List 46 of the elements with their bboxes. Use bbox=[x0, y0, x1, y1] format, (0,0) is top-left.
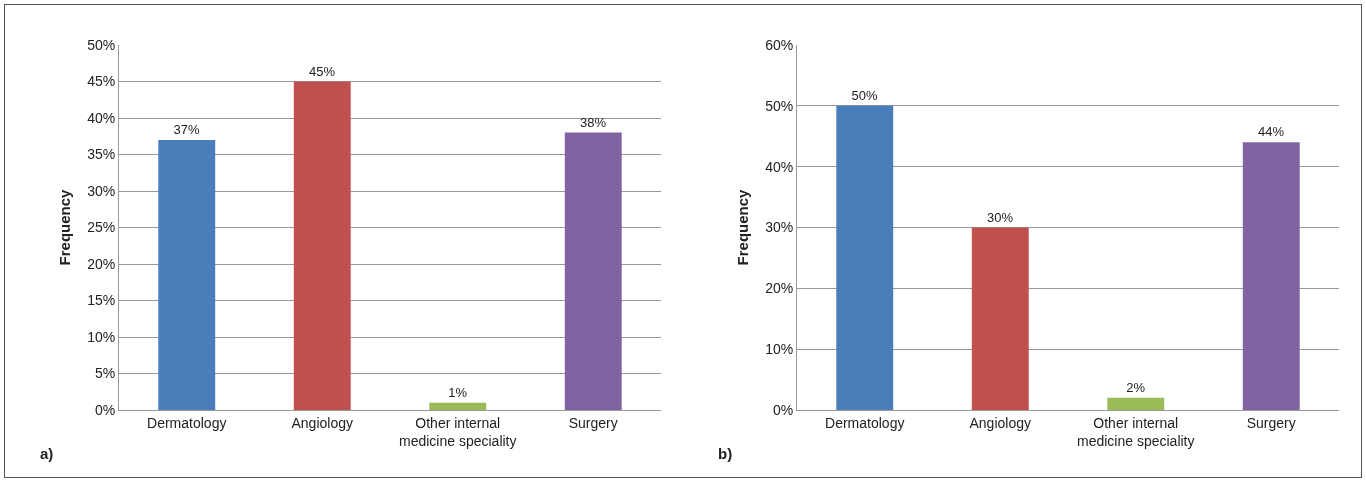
data-label: 44% bbox=[1258, 124, 1285, 140]
y-tick-label: 60% bbox=[765, 36, 794, 53]
data-label: 1% bbox=[448, 384, 468, 400]
text: a) bbox=[40, 445, 54, 462]
y-axis-title: Frequency bbox=[56, 188, 74, 266]
x-tick-label: Surgery bbox=[568, 414, 618, 431]
bar bbox=[564, 132, 622, 410]
bar bbox=[429, 402, 487, 410]
y-axis-title: Frequency bbox=[734, 188, 752, 266]
y-tick-label: 20% bbox=[765, 280, 794, 297]
y-tick-label: 35% bbox=[87, 146, 116, 163]
bar bbox=[836, 105, 894, 410]
bar bbox=[293, 81, 351, 410]
y-tick-label: 5% bbox=[94, 365, 116, 382]
y-tick-label: 40% bbox=[765, 158, 794, 175]
y-tick-label: 0% bbox=[772, 401, 794, 418]
y-tick-label: 20% bbox=[87, 255, 116, 272]
text: b) bbox=[718, 445, 733, 462]
x-tick-label: Dermatology bbox=[825, 414, 905, 431]
y-tick-label: 50% bbox=[765, 97, 794, 114]
x-tick-label: Surgery bbox=[1246, 414, 1296, 431]
y-tick-label: 45% bbox=[87, 73, 116, 90]
x-tick-label: Angiology bbox=[969, 414, 1031, 431]
x-tick-label: Other internal medicine speciality bbox=[399, 414, 517, 449]
y-tick-label: 15% bbox=[87, 292, 116, 309]
data-label: 45% bbox=[309, 63, 336, 79]
bar bbox=[1242, 142, 1300, 410]
bar bbox=[158, 139, 216, 410]
bar bbox=[1107, 397, 1165, 410]
x-tick-label: Dermatology bbox=[147, 414, 227, 431]
y-tick-label: 30% bbox=[87, 182, 116, 199]
bar bbox=[971, 227, 1029, 410]
data-label: 50% bbox=[851, 87, 878, 103]
y-tick-label: 25% bbox=[87, 219, 116, 236]
data-label: 37% bbox=[173, 121, 200, 137]
data-label: 30% bbox=[987, 209, 1014, 225]
y-tick-label: 10% bbox=[87, 328, 116, 345]
y-tick-label: 10% bbox=[765, 341, 794, 358]
y-tick-label: 30% bbox=[765, 219, 794, 236]
x-tick-label: Angiology bbox=[291, 414, 353, 431]
y-tick-label: 0% bbox=[94, 401, 116, 418]
data-label: 2% bbox=[1126, 379, 1146, 395]
data-label: 38% bbox=[580, 114, 607, 130]
y-tick-label: 50% bbox=[87, 36, 116, 53]
x-tick-label: Other internal medicine speciality bbox=[1077, 414, 1195, 449]
y-tick-label: 40% bbox=[87, 109, 116, 126]
